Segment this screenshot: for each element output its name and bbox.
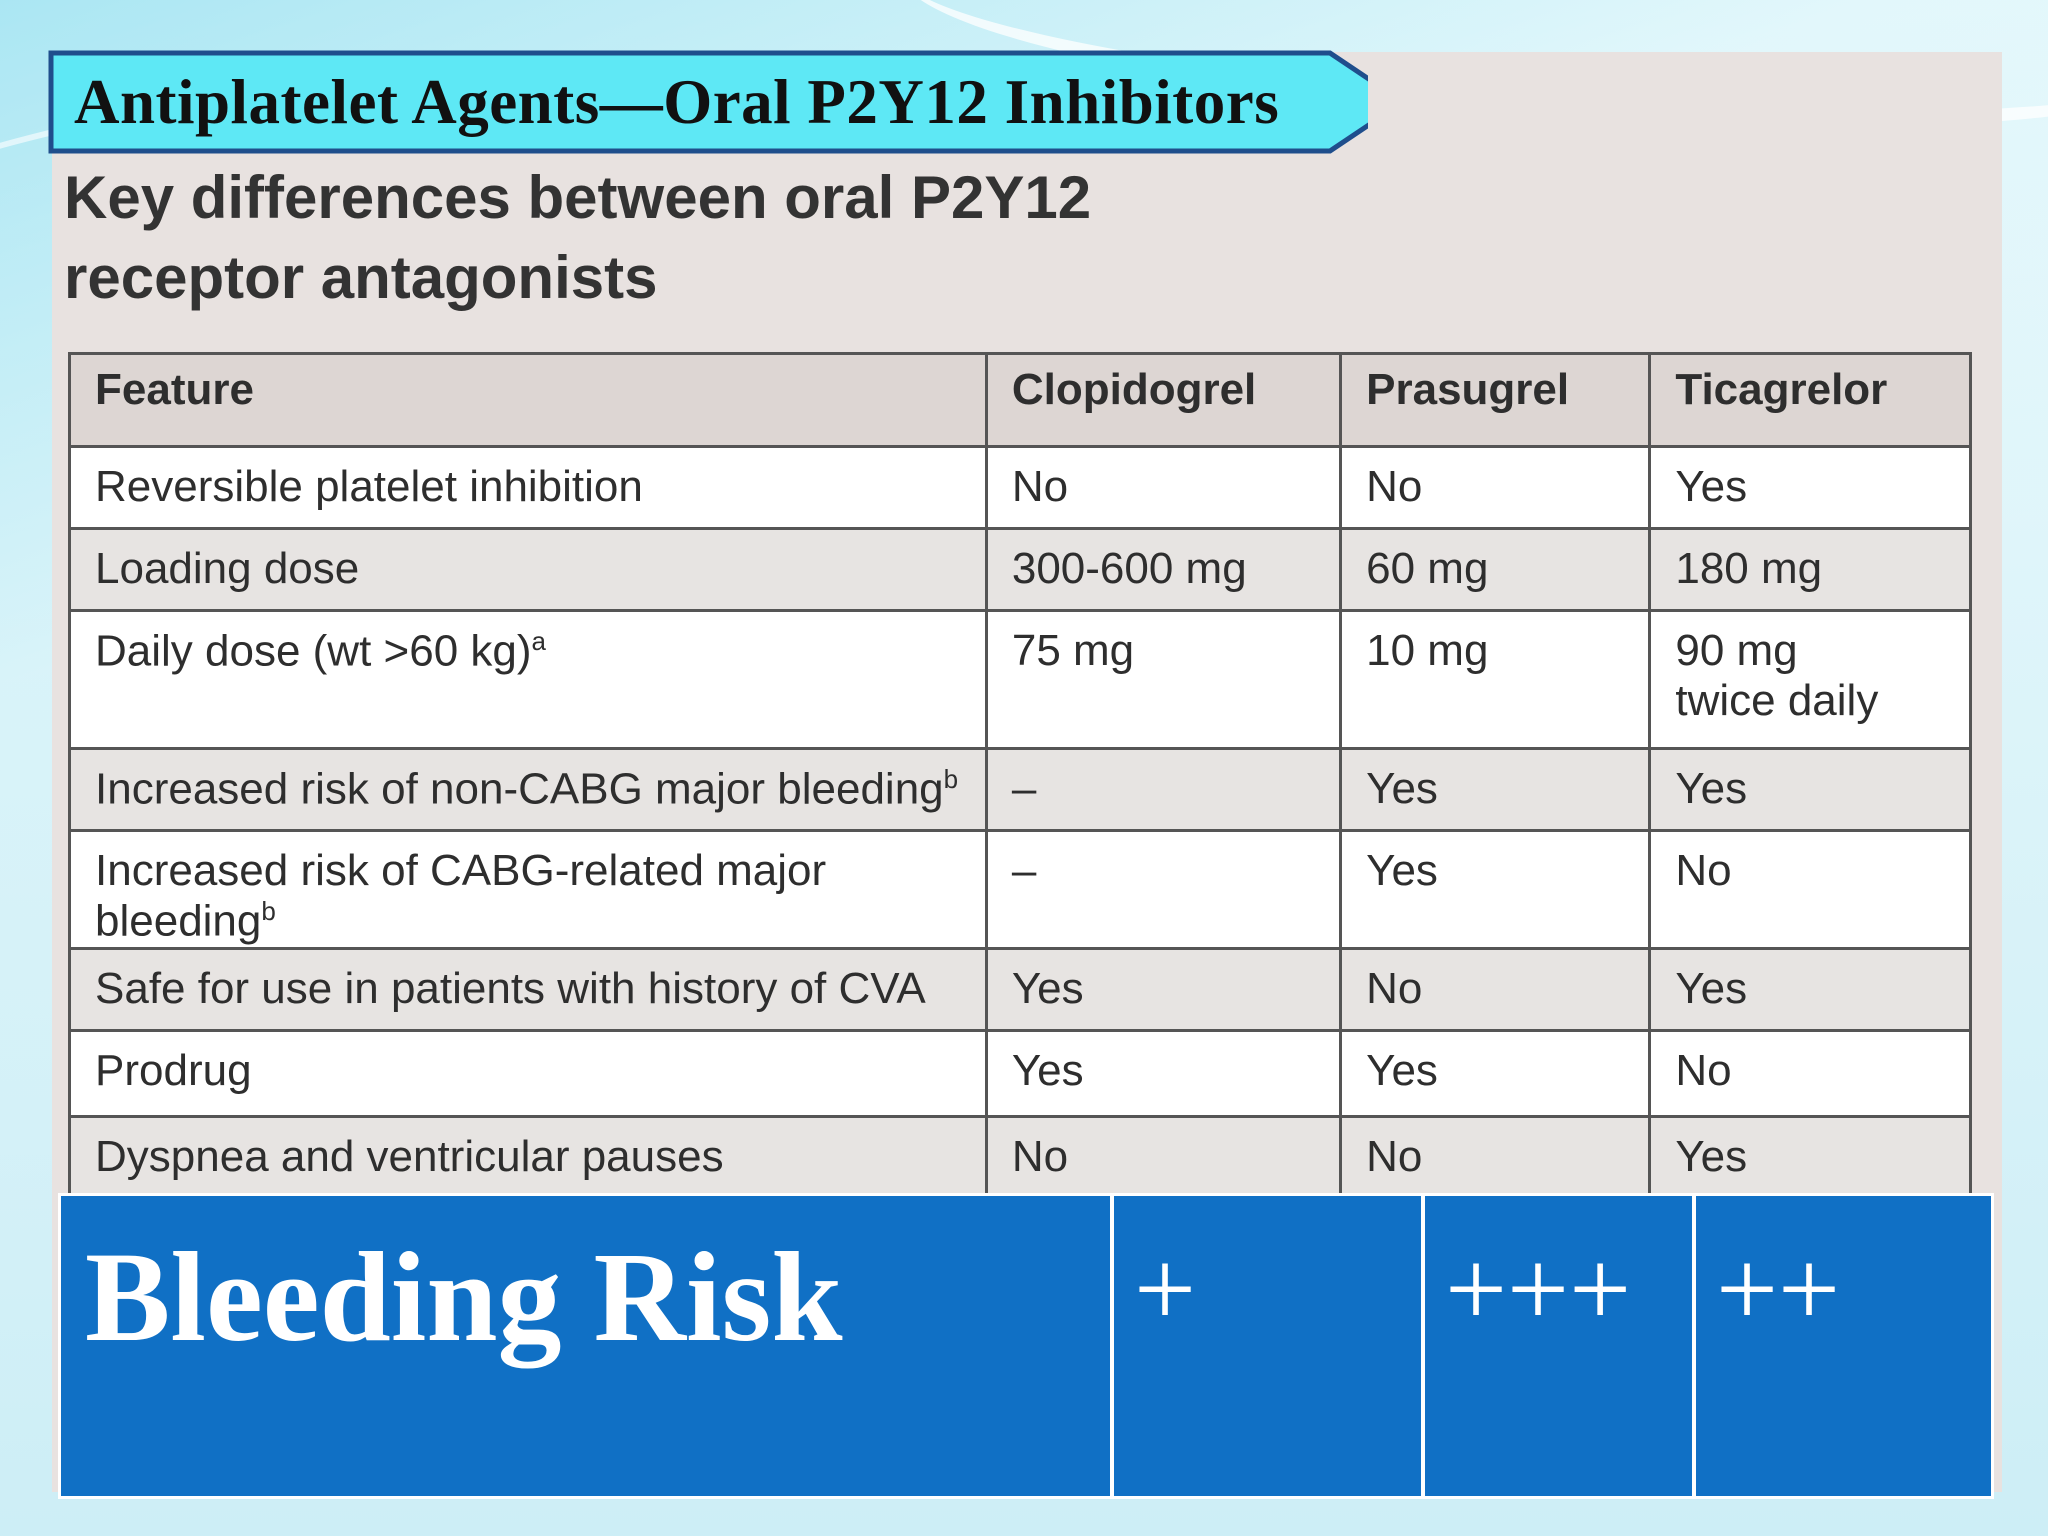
cell-clopidogrel: –: [984, 747, 1343, 832]
cell-clopidogrel: 300-600 mg: [984, 527, 1343, 612]
footnote-marker: a: [531, 626, 546, 656]
header-clopidogrel: Clopidogrel: [984, 352, 1343, 448]
table-row: Loading dose 300-600 mg 60 mg 180 mg: [68, 527, 1972, 612]
table-row: Increased risk of CABG-related major ble…: [68, 829, 1972, 950]
table-header-row: Feature Clopidogrel Prasugrel Ticagrelor: [68, 352, 1972, 448]
footnote-marker: b: [261, 896, 276, 926]
cell-feature: Daily dose (wt >60 kg)a: [68, 609, 988, 750]
table-row: Daily dose (wt >60 kg)a 75 mg 10 mg 90 m…: [68, 609, 1972, 750]
table-row: Increased risk of non-CABG major bleedin…: [68, 747, 1972, 832]
cell-prasugrel: 60 mg: [1339, 527, 1652, 612]
bleeding-risk-row: Bleeding Risk + +++ ++: [58, 1193, 1994, 1499]
subtitle-line-2: receptor antagonists: [64, 244, 658, 311]
subtitle-line-1: Key differences between oral P2Y12: [64, 164, 1092, 231]
cell-prasugrel: Yes: [1339, 1028, 1652, 1118]
cell-feature: Dyspnea and ventricular pauses: [68, 1114, 988, 1200]
comparison-table: Feature Clopidogrel Prasugrel Ticagrelor…: [68, 352, 1972, 1200]
cell-ticagrelor: 90 mg twice daily: [1648, 609, 1972, 750]
table-row: Dyspnea and ventricular pauses No No Yes: [68, 1114, 1972, 1200]
cell-prasugrel: No: [1339, 1114, 1652, 1200]
cell-feature: Prodrug: [68, 1028, 988, 1118]
cell-feature: Safe for use in patients with history of…: [68, 946, 988, 1032]
cell-prasugrel: Yes: [1339, 747, 1652, 832]
cell-clopidogrel: No: [984, 445, 1343, 530]
cell-clopidogrel: –: [984, 829, 1343, 950]
cell-ticagrelor: Yes: [1648, 445, 1972, 530]
bleeding-risk-ticagrelor: ++: [1696, 1196, 1991, 1496]
header-prasugrel: Prasugrel: [1339, 352, 1652, 448]
cell-prasugrel: No: [1339, 445, 1652, 530]
footnote-marker: b: [943, 764, 959, 794]
slide-title: Antiplatelet Agents—Oral P2Y12 Inhibitor…: [74, 67, 1280, 137]
cell-ticagrelor: No: [1648, 1028, 1972, 1118]
table-row: Safe for use in patients with history of…: [68, 946, 1972, 1032]
cell-clopidogrel: Yes: [984, 1028, 1343, 1118]
bleeding-risk-label: Bleeding Risk: [61, 1196, 1114, 1496]
cell-ticagrelor: Yes: [1648, 747, 1972, 832]
cell-clopidogrel: 75 mg: [984, 609, 1343, 750]
banner-arrow-shape: [48, 50, 1368, 154]
cell-ticagrelor: No: [1648, 829, 1972, 950]
cell-ticagrelor: Yes: [1648, 1114, 1972, 1200]
header-feature: Feature: [68, 352, 988, 448]
cell-feature: Reversible platelet inhibition: [68, 445, 988, 530]
table-row: Reversible platelet inhibition No No Yes: [68, 445, 1972, 530]
header-ticagrelor: Ticagrelor: [1648, 352, 1972, 448]
cell-clopidogrel: No: [984, 1114, 1343, 1200]
cell-prasugrel: 10 mg: [1339, 609, 1652, 750]
bleeding-risk-clopidogrel: +: [1114, 1196, 1425, 1496]
cell-feature: Loading dose: [68, 527, 988, 612]
cell-feature: Increased risk of non-CABG major bleedin…: [68, 747, 988, 832]
title-banner: [48, 50, 1368, 154]
table-row: Prodrug Yes Yes No: [68, 1028, 1972, 1118]
bleeding-risk-prasugrel: +++: [1425, 1196, 1696, 1496]
cell-feature: Increased risk of CABG-related major ble…: [68, 829, 988, 950]
cell-clopidogrel: Yes: [984, 946, 1343, 1032]
cell-ticagrelor: 180 mg: [1648, 527, 1972, 612]
cell-prasugrel: Yes: [1339, 829, 1652, 950]
table-subtitle: Key differences between oral P2Y12 recep…: [64, 158, 1364, 318]
cell-prasugrel: No: [1339, 946, 1652, 1032]
cell-ticagrelor: Yes: [1648, 946, 1972, 1032]
